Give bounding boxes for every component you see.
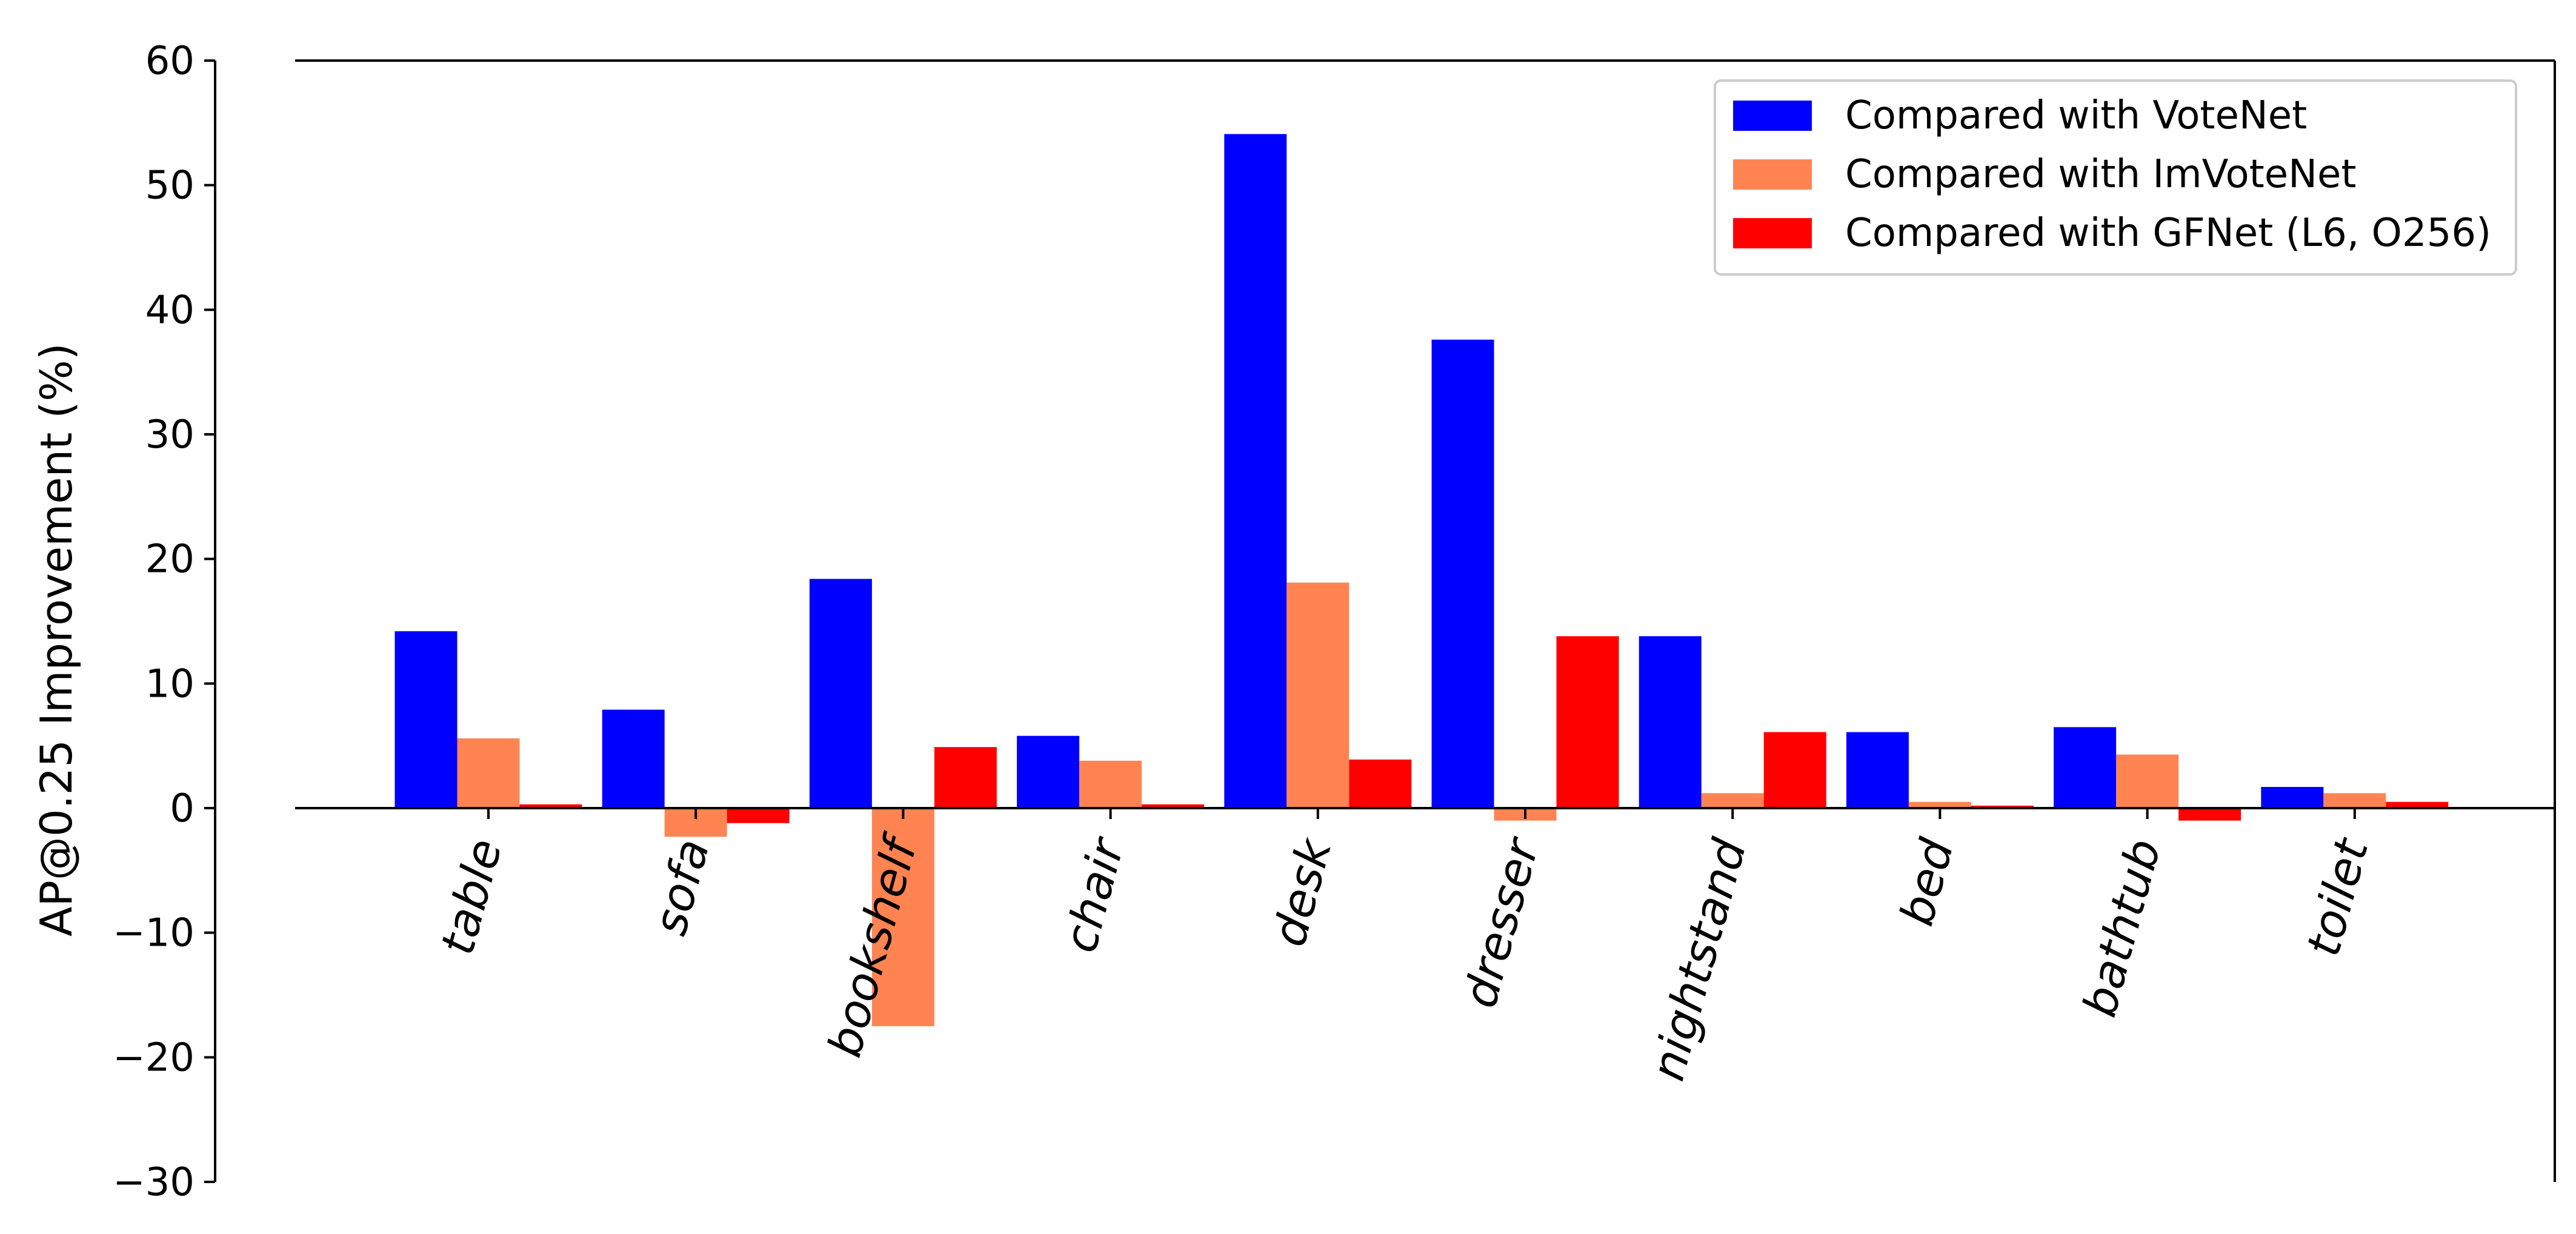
bar-nightstand-series-3 xyxy=(1763,732,1826,808)
y-tick-label: 20 xyxy=(145,537,195,582)
bar-chair-series-1 xyxy=(1017,735,1080,808)
axes-group xyxy=(214,59,2556,1182)
x-tick-label: desk xyxy=(1262,832,1342,952)
y-tick-label: −10 xyxy=(113,911,195,956)
bar-nightstand-series-2 xyxy=(1701,793,1764,808)
bar-chair-series-2 xyxy=(1079,760,1142,808)
bars-group xyxy=(394,134,2449,1026)
bar-chair-series-3 xyxy=(1142,804,1205,808)
bar-table-series-2 xyxy=(457,738,520,808)
bar-desk-series-3 xyxy=(1349,759,1412,808)
bar-desk-series-2 xyxy=(1286,582,1350,808)
bar-toilet-series-3 xyxy=(2386,801,2449,808)
bar-bathtub-series-2 xyxy=(2116,754,2179,808)
bar-sofa-series-3 xyxy=(727,808,790,823)
x-ticks-group: table sofa bookshelf chair desk dresser nights… xyxy=(430,808,2379,1086)
legend-label-series-1: Compared with VoteNet xyxy=(1845,93,2307,138)
bar-bookshelf-series-1 xyxy=(809,579,872,808)
y-tick-label: 0 xyxy=(170,786,195,831)
y-tick-label: 40 xyxy=(145,288,195,333)
x-tick-label: bathtub xyxy=(2072,834,2171,1023)
bar-toilet-series-1 xyxy=(2261,787,2324,808)
bar-bookshelf-series-2 xyxy=(871,808,934,1026)
legend: Compared with VoteNet Compared with ImVot… xyxy=(1714,79,2517,276)
legend-swatch-series-2 xyxy=(1733,159,1812,190)
legend-frame xyxy=(1714,79,2517,276)
legend-swatch-series-3 xyxy=(1733,218,1812,248)
y-ticks-group: −30 −20 −10 0 10 20 30 40 50 60 xyxy=(113,39,215,1205)
x-tick-label: toilet xyxy=(2296,832,2379,962)
y-axis-label: AP@0.25 Improvement (%) xyxy=(31,343,82,937)
bar-dresser-series-3 xyxy=(1556,636,1619,808)
bar-bathtub-series-1 xyxy=(2054,727,2117,808)
y-tick-label: 30 xyxy=(145,413,195,457)
legend-swatch-series-1 xyxy=(1733,101,1812,131)
bar-bed-series-3 xyxy=(1971,805,2034,808)
y-tick-label: 10 xyxy=(145,662,195,706)
bar-bookshelf-series-3 xyxy=(934,747,997,808)
legend-label-series-2: Compared with ImVoteNet xyxy=(1845,152,2356,197)
bar-table-series-3 xyxy=(519,804,582,808)
x-tick-label: nightstand xyxy=(1640,833,1757,1086)
legend-label-series-3: Compared with GFNet (L6, O256) xyxy=(1845,211,2491,256)
y-tick-label: −30 xyxy=(113,1160,195,1205)
bar-bed-series-2 xyxy=(1908,801,1971,808)
x-tick-label: table xyxy=(430,834,513,960)
x-tick-label: chair xyxy=(1053,831,1135,958)
x-tick-label: sofa xyxy=(642,834,719,941)
x-tick-label: dresser xyxy=(1453,831,1550,1013)
bar-bed-series-1 xyxy=(1846,732,1909,808)
bar-sofa-series-1 xyxy=(602,709,665,808)
bar-nightstand-series-1 xyxy=(1639,636,1702,808)
bar-table-series-1 xyxy=(394,631,458,808)
bar-desk-series-1 xyxy=(1224,134,1287,808)
y-tick-label: −20 xyxy=(113,1035,195,1080)
y-tick-label: 60 xyxy=(145,39,195,84)
bar-toilet-series-2 xyxy=(2323,793,2386,808)
bar-dresser-series-1 xyxy=(1431,339,1494,808)
y-tick-label: 50 xyxy=(145,164,195,208)
x-tick-label: bed xyxy=(1889,833,1964,931)
bar-bathtub-series-3 xyxy=(2178,808,2242,821)
